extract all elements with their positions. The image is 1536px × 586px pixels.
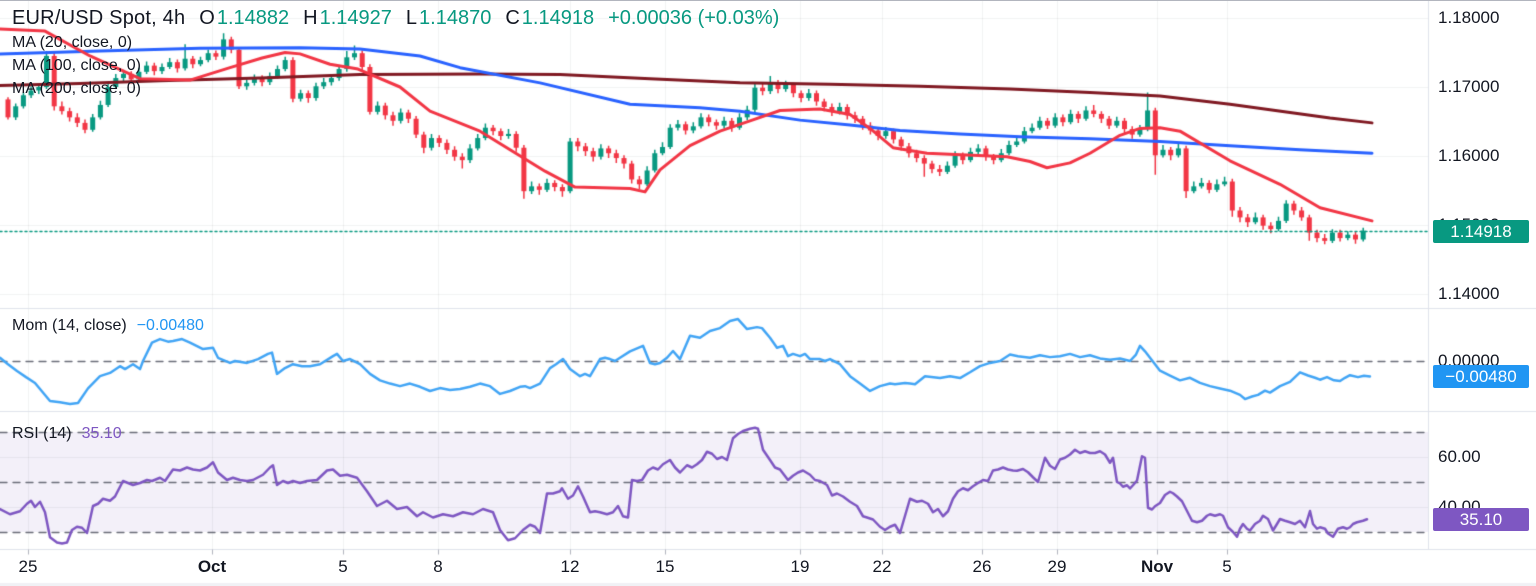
close-label: C xyxy=(505,7,520,29)
time-axis-label: 22 xyxy=(872,557,892,576)
low-label: L xyxy=(405,7,418,29)
time-axis-label: 15 xyxy=(655,557,675,576)
close-value: 1.14918 xyxy=(521,7,595,29)
time-axis-label: 12 xyxy=(560,557,580,576)
price-axis-label: 60.00 xyxy=(1438,447,1481,466)
time-axis[interactable]: 25 Oct 5 8 12 15 19 22 26 29 Nov 5 xyxy=(0,550,1428,583)
ohlc-high: H 1.14927 xyxy=(303,7,392,30)
price-change: +0.00036 (+0.03%) xyxy=(608,7,780,29)
open-label: O xyxy=(199,7,215,29)
open-value: 1.14882 xyxy=(216,7,290,29)
rsi-title: RSI (14) xyxy=(12,425,72,442)
legend-ma200[interactable]: MA (200, close, 0) xyxy=(12,80,141,97)
time-axis-label: 29 xyxy=(1047,557,1067,576)
time-axis-label: Oct xyxy=(197,557,227,576)
rsi-value-badge: 35.10 xyxy=(1433,508,1529,531)
time-axis-label: 8 xyxy=(433,557,443,576)
price-axis-label: 1.18000 xyxy=(1438,8,1500,27)
legend-ma20[interactable]: MA (20, close, 0) xyxy=(12,34,133,51)
price-axis-label: 1.14000 xyxy=(1438,284,1500,303)
legend-ma100[interactable]: MA (100, close, 0) xyxy=(12,57,141,74)
rsi-value: 35.10 xyxy=(81,425,122,442)
time-axis-label: 26 xyxy=(972,557,992,576)
legend-momentum[interactable]: Mom (14, close) −0.00480 xyxy=(12,317,204,335)
momentum-title: Mom (14, close) xyxy=(12,317,127,334)
ohlc-low: L 1.14870 xyxy=(406,7,491,30)
momentum-value-badge: −0.00480 xyxy=(1433,365,1529,388)
momentum-value: −0.00480 xyxy=(136,317,204,334)
ohlc-open: O 1.14882 xyxy=(199,7,289,30)
ohlc-close: C 1.14918 xyxy=(505,7,594,30)
symbol-title[interactable]: EUR/USD Spot, 4h xyxy=(12,7,186,29)
price-axis[interactable]: 40.0060.000.000001.140001.150001.160001.… xyxy=(1429,1,1536,549)
price-axis-label: 1.16000 xyxy=(1438,146,1500,165)
time-axis-label: Nov xyxy=(1140,557,1174,576)
current-price-badge: 1.14918 xyxy=(1433,220,1529,243)
time-axis-label: 5 xyxy=(1222,557,1232,576)
chart-header: EUR/USD Spot, 4h O 1.14882 H 1.14927 L 1… xyxy=(12,7,779,30)
high-value: 1.14927 xyxy=(319,7,392,29)
time-axis-label: 25 xyxy=(18,557,38,576)
high-label: H xyxy=(303,7,318,29)
low-value: 1.14870 xyxy=(419,7,492,29)
time-axis-label: 5 xyxy=(338,557,348,576)
legend-rsi[interactable]: RSI (14) 35.10 xyxy=(12,425,122,443)
price-axis-label: 1.17000 xyxy=(1438,77,1500,96)
time-axis-label: 19 xyxy=(790,557,810,576)
